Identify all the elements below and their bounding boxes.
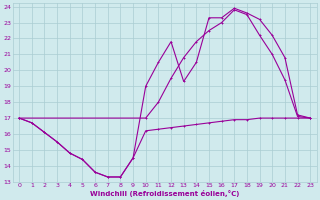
X-axis label: Windchill (Refroidissement éolien,°C): Windchill (Refroidissement éolien,°C) [90, 190, 239, 197]
